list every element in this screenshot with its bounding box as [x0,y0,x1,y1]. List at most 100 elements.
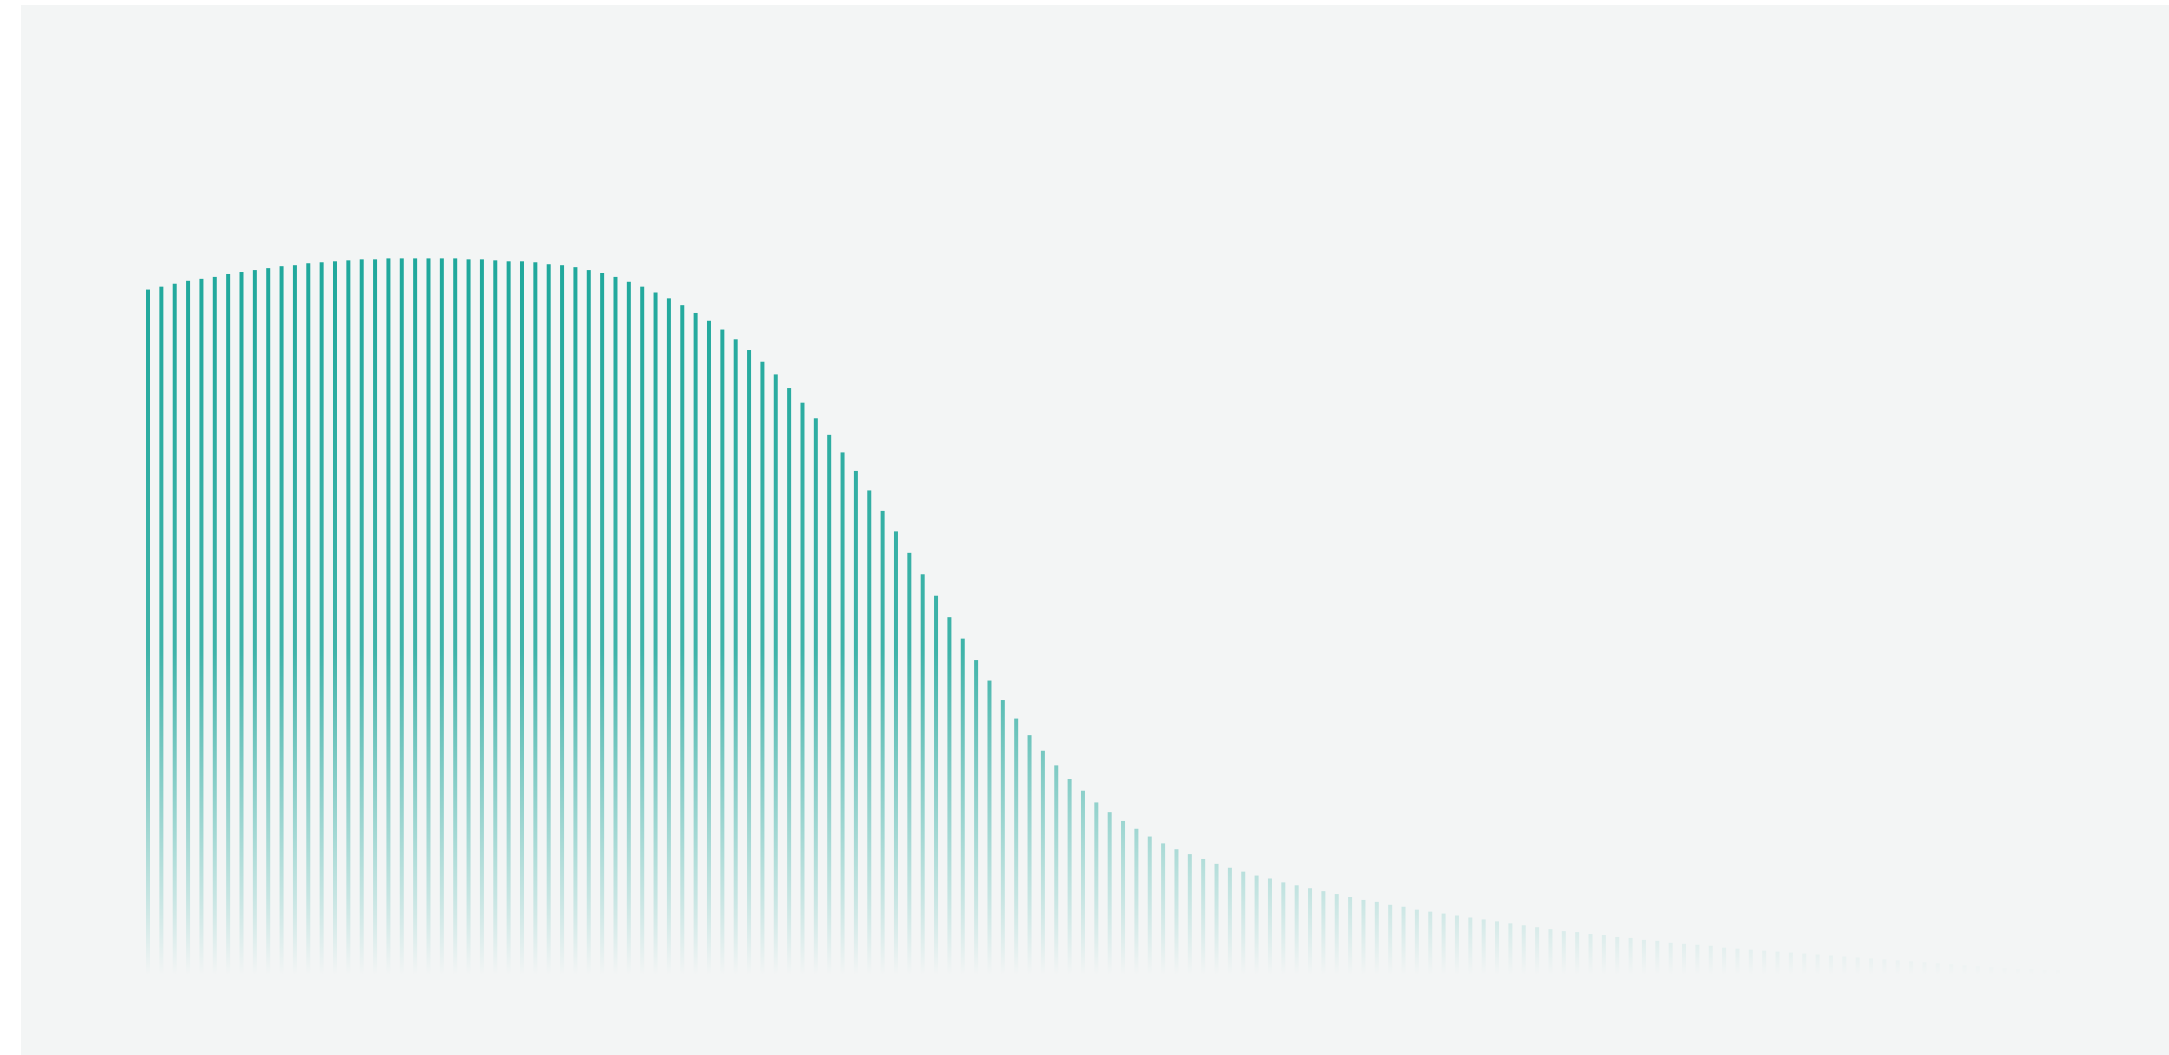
bar-130 [1869,958,1874,975]
bar-92 [1361,899,1366,975]
bar-54 [853,470,858,975]
bar-119 [1722,947,1727,975]
bar-98 [1441,913,1446,975]
bar-28 [506,261,511,975]
bar-67 [1027,735,1032,975]
bar-114 [1655,940,1660,976]
bar-53 [840,452,845,975]
bar-27 [493,260,498,976]
bar-22 [426,258,431,976]
bar-50 [800,402,805,975]
bar-44 [720,329,725,975]
bar-1 [146,289,150,976]
bar-52 [827,434,832,976]
bar-21 [413,258,418,976]
bar-6 [212,276,217,975]
bar-60 [934,595,939,975]
bar-71 [1080,790,1085,975]
bar-25 [466,259,471,976]
bar-91 [1348,897,1353,975]
bar-61 [947,617,952,975]
bar-17 [359,259,364,976]
bar-125 [1802,953,1807,975]
bar-76 [1147,836,1152,975]
bar-38 [640,286,645,975]
bar-137 [1962,965,1967,975]
bar-84 [1254,875,1259,975]
bar-65 [1000,700,1005,975]
bar-3 [172,283,177,976]
bar-111 [1615,936,1620,975]
bar-23 [439,258,444,976]
bar-93 [1374,901,1379,976]
bar-100 [1468,917,1473,975]
bar-64 [987,680,992,975]
bar-124 [1788,952,1793,975]
bar-141 [2015,969,2020,975]
bar-46 [747,350,752,975]
bar-33 [573,267,578,975]
bar-70 [1067,779,1072,975]
bar-13 [306,263,311,975]
bar-143 [2042,970,2047,976]
bar-127 [1828,955,1833,975]
bar-68 [1040,750,1045,975]
bar-73 [1107,812,1112,975]
bar-9 [252,270,257,976]
bar-36 [613,276,618,975]
bar-82 [1227,867,1232,975]
bar-81 [1214,863,1219,975]
bar-94 [1388,904,1393,975]
bar-128 [1842,956,1847,975]
bar-103 [1508,923,1513,975]
bar-115 [1668,942,1673,975]
bar-139 [1989,967,1994,975]
bar-63 [974,660,979,975]
bar-104 [1521,925,1526,975]
bar-30 [533,262,538,975]
bar-59 [920,574,925,975]
bar-19 [386,258,391,976]
bar-126 [1815,954,1820,975]
bar-56 [880,510,885,975]
bar-75 [1134,828,1139,975]
bar-35 [600,273,605,975]
bar-90 [1334,894,1339,975]
bar-96 [1414,909,1419,975]
bar-5 [199,278,204,976]
bar-134 [1922,962,1927,975]
bar-99 [1454,915,1459,975]
bar-74 [1121,820,1126,975]
bar-41 [680,305,685,975]
bar-97 [1428,911,1433,976]
bar-83 [1241,871,1246,975]
bar-122 [1762,950,1767,976]
bar-109 [1588,934,1593,975]
bar-32 [560,265,565,975]
bar-49 [787,388,792,975]
bar-133 [1909,961,1914,975]
bar-14 [319,262,324,975]
bar-110 [1601,935,1606,975]
bar-72 [1094,802,1099,975]
bar-7 [226,273,231,976]
bar-57 [893,531,898,976]
bar-12 [292,265,297,975]
bar-102 [1495,921,1500,976]
bar-39 [653,292,658,975]
bar-51 [813,418,818,975]
bar-118 [1708,945,1713,975]
bar-66 [1014,718,1019,975]
bar-86 [1281,882,1286,976]
bar-26 [479,259,484,976]
bar-2 [159,286,164,975]
bar-129 [1855,957,1860,975]
bar-88 [1308,888,1313,975]
bar-87 [1294,885,1299,975]
bar-10 [266,268,271,976]
bar-79 [1187,854,1192,975]
bar-142 [2029,969,2034,975]
bar-77 [1161,843,1166,976]
bar-48 [773,374,778,975]
